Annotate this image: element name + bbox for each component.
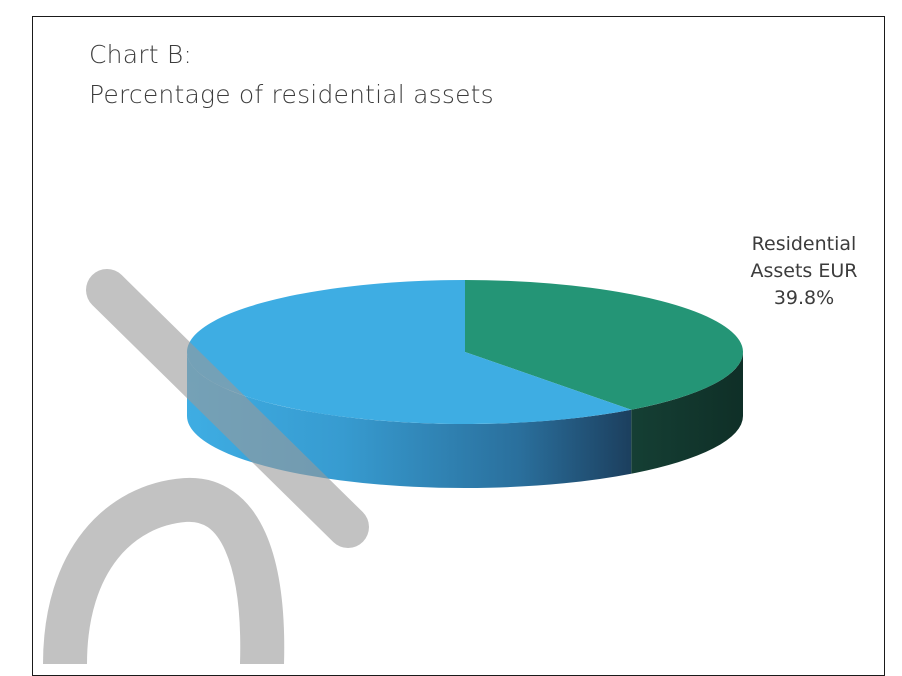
pie-slice-label-0: Residential Assets EUR 39.8% (751, 233, 858, 309)
pie-slice-side-0 (631, 352, 743, 474)
pie-slice-label-line-1: Assets EUR (751, 260, 858, 282)
pie-slice-0 (465, 280, 744, 410)
pie-slice-label-line-0: Residential (752, 233, 857, 255)
chart-title: Chart B: Percentage of residential asset… (89, 35, 494, 115)
pie-slice-label-line-2: 39.8% (774, 287, 834, 309)
chart-title-line-1: Chart B: (89, 40, 193, 69)
chart-title-line-2: Percentage of residential assets (89, 80, 494, 109)
slice-labels: Residential Assets EUR 39.8% (751, 233, 858, 309)
pie-group (187, 280, 744, 488)
